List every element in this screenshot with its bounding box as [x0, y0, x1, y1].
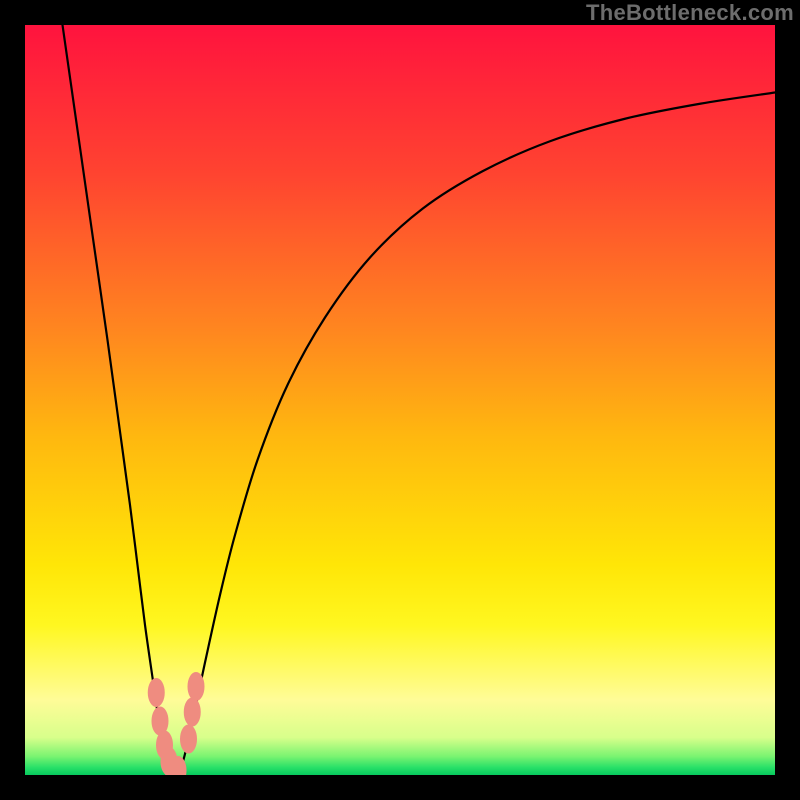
chart-container: { "watermark": { "text": "TheBottleneck.…: [0, 0, 800, 800]
plot-area: [25, 25, 775, 775]
marker-point: [188, 673, 204, 701]
watermark-text: TheBottleneck.com: [586, 0, 794, 26]
chart-svg: [25, 25, 775, 775]
marker-point: [148, 679, 164, 707]
marker-point: [184, 698, 200, 726]
gradient-background: [25, 25, 775, 775]
marker-point: [181, 725, 197, 753]
